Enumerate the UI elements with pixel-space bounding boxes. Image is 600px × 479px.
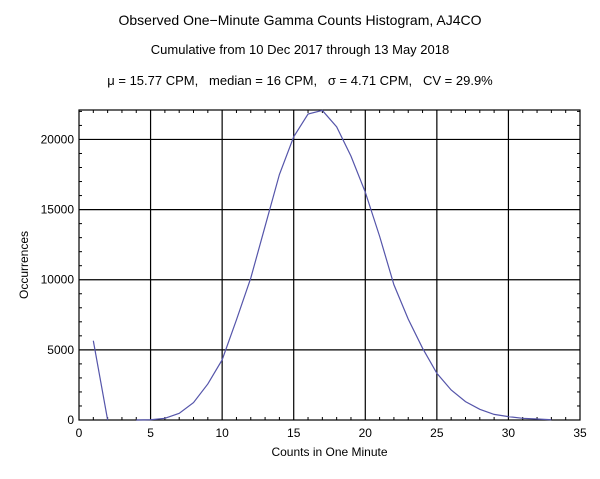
y-tick-label: 20000 [41, 132, 75, 146]
x-tick-label: 20 [359, 426, 373, 440]
y-tick-label: 5000 [47, 343, 74, 357]
x-tick-label: 5 [147, 426, 154, 440]
x-tick-label: 15 [287, 426, 301, 440]
y-axis-label: Occurrences [17, 231, 31, 299]
x-tick-label: 10 [215, 426, 229, 440]
stats-line: μ = 15.77 CPM, median = 16 CPM, σ = 4.71… [107, 73, 493, 88]
x-tick-label: 35 [573, 426, 587, 440]
x-axis-label: Counts in One Minute [271, 445, 387, 459]
y-tick-label: 15000 [41, 203, 75, 217]
chart-title: Observed One−Minute Gamma Counts Histogr… [118, 12, 482, 28]
x-tick-label: 0 [76, 426, 83, 440]
series-line-main [136, 109, 552, 421]
x-tick-label: 30 [502, 426, 516, 440]
series-line-low [92, 340, 109, 421]
y-tick-label: 0 [67, 413, 74, 427]
x-tick-label: 25 [430, 426, 444, 440]
plot-frame [78, 109, 581, 421]
y-tick-label: 10000 [41, 273, 75, 287]
chart-subtitle: Cumulative from 10 Dec 2017 through 13 M… [150, 42, 450, 57]
